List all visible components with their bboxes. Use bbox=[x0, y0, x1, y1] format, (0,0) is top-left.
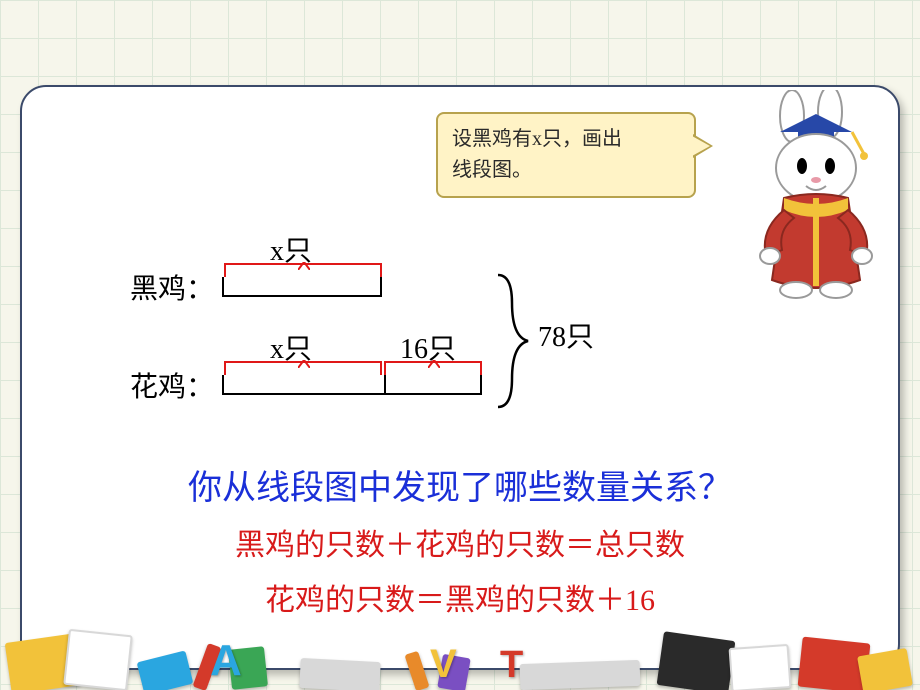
decorative-block bbox=[137, 650, 194, 690]
decorative-block bbox=[729, 644, 792, 690]
rabbit-scholar-icon bbox=[736, 90, 896, 300]
decorative-block bbox=[857, 648, 913, 690]
total-bracket-label: 78只 bbox=[538, 315, 594, 355]
decorative-block bbox=[63, 629, 133, 690]
decorative-letter: T bbox=[500, 644, 523, 687]
speech-line-2: 线段图。 bbox=[452, 155, 680, 186]
decorative-block bbox=[299, 658, 380, 690]
text-line: 黑鸡的只数＋花鸡的只数＝总只数 bbox=[0, 520, 920, 564]
speech-bubble: 设黑鸡有x只，画出 线段图。 bbox=[436, 112, 696, 198]
decorative-block bbox=[657, 631, 736, 690]
decorative-block bbox=[404, 651, 429, 690]
decorative-block bbox=[520, 660, 641, 690]
decorative-footer: A VT bbox=[0, 626, 920, 690]
segment-caption: 16只 bbox=[400, 327, 456, 367]
line-segment-diagram: 黑鸡：x只花鸡：x只16只 78只 bbox=[130, 235, 730, 435]
diagram-bar bbox=[222, 277, 382, 297]
diagram-row-label: 黑鸡： bbox=[130, 267, 214, 307]
decorative-letter: V bbox=[430, 642, 457, 687]
total-bracket bbox=[494, 273, 534, 414]
text-line: 花鸡的只数＝黑鸡的只数＋16 bbox=[0, 575, 920, 619]
text-line: 你从线段图中发现了哪些数量关系？ bbox=[0, 460, 920, 509]
diagram-bar-divider bbox=[384, 375, 386, 393]
segment-caption: x只 bbox=[270, 229, 312, 269]
segment-caption: x只 bbox=[270, 327, 312, 367]
diagram-row-label: 花鸡： bbox=[130, 365, 214, 405]
decorative-letter: A bbox=[210, 636, 242, 686]
speech-line-1: 设黑鸡有x只，画出 bbox=[452, 124, 680, 155]
diagram-bar bbox=[222, 375, 482, 395]
